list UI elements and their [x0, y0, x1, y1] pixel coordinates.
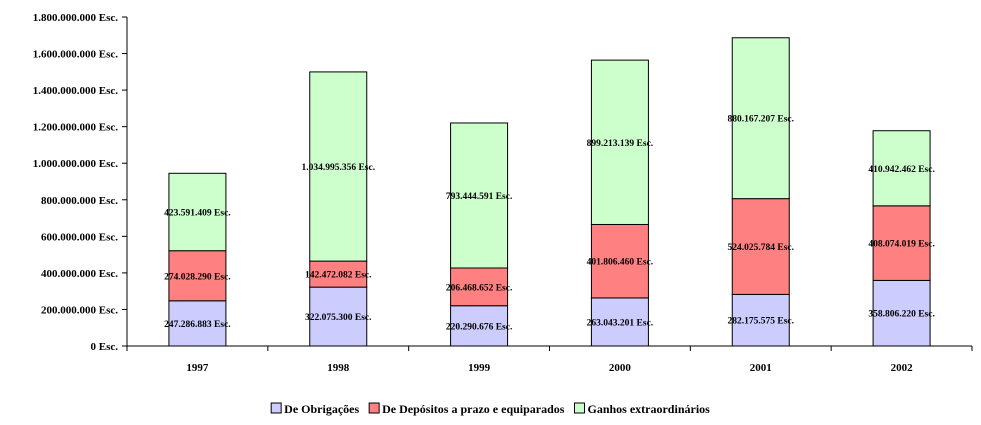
- data-label: 220.290.676 Esc.: [446, 322, 513, 332]
- y-tick-label: 800.000.000 Esc.: [41, 195, 118, 207]
- y-tick-label: 1.200.000.000 Esc.: [33, 122, 119, 134]
- data-label: 524.025.784 Esc.: [728, 243, 795, 253]
- data-labels: 247.286.883 Esc. 274.028.290 Esc. 423.591.…: [164, 115, 935, 333]
- y-tick-label: 1.800.000.000 Esc.: [33, 12, 119, 24]
- bar-segment: [590, 223, 649, 299]
- bar-segment: [872, 279, 931, 347]
- x-tick-label: 2000: [609, 362, 632, 374]
- data-label: 358.806.220 Esc.: [868, 310, 935, 320]
- bar-segment: [731, 37, 790, 200]
- bar-segment: [309, 260, 368, 288]
- bar-segment: [450, 122, 509, 269]
- x-axis: 1997 1998 1999 2000 2001 2002: [126, 345, 973, 374]
- legend-label: De Obrigações: [284, 402, 359, 416]
- bar-segment: [590, 59, 649, 225]
- legend-label: Ganhos extraordinários: [587, 402, 710, 416]
- y-tick-label: 1.000.000.000 Esc.: [33, 158, 119, 170]
- legend: De Obrigações De Depósitos a prazo e equi…: [270, 402, 710, 416]
- data-label: 793.444.591 Esc.: [446, 192, 513, 202]
- data-label: 206.468.652 Esc.: [446, 283, 513, 293]
- y-tick-label: 400.000.000 Esc.: [41, 268, 118, 280]
- y-tick-label: 200.000.000 Esc.: [41, 304, 118, 316]
- data-label: 142.472.082 Esc.: [305, 271, 372, 281]
- bar-segment: [168, 172, 227, 252]
- bar-segment: [731, 293, 790, 347]
- bar-segment: [872, 205, 931, 281]
- bar-segment: [309, 286, 368, 347]
- bar-segment: [309, 71, 368, 262]
- bar-segment: [168, 250, 227, 302]
- data-label: 410.942.462 Esc.: [868, 165, 935, 175]
- data-label: 263.043.201 Esc.: [587, 318, 654, 328]
- x-tick-label: 2001: [750, 362, 772, 374]
- bar-segment: [590, 297, 649, 347]
- data-label: 274.028.290 Esc.: [164, 272, 231, 282]
- legend-swatch: [573, 402, 585, 414]
- bar-segment: [731, 198, 790, 295]
- bar-segment: [450, 305, 509, 347]
- x-tick-label: 1998: [327, 362, 350, 374]
- y-axis: 0 Esc. 200.000.000 Esc. 400.000.000 Esc. 60…: [33, 12, 128, 353]
- data-label: 423.591.409 Esc.: [164, 209, 231, 219]
- legend-label: De Depósitos a prazo e equiparados: [382, 402, 565, 416]
- legend-swatch: [270, 402, 282, 414]
- data-label: 1.034.995.356 Esc.: [301, 163, 375, 173]
- bar-segment: [872, 130, 931, 207]
- legend-swatch: [368, 402, 380, 414]
- x-tick-label: 1997: [186, 362, 209, 374]
- data-label: 899.213.139 Esc.: [587, 139, 654, 149]
- data-label: 282.175.575 Esc.: [728, 317, 795, 327]
- data-label: 408.074.019 Esc.: [868, 240, 935, 250]
- x-tick-label: 1999: [468, 362, 491, 374]
- data-label: 401.806.460 Esc.: [587, 258, 654, 268]
- bars: [168, 37, 931, 347]
- bar-segment: [450, 267, 509, 307]
- x-tick-label: 2002: [891, 362, 914, 374]
- y-tick-label: 1.600.000.000 Esc.: [33, 49, 119, 61]
- data-label: 247.286.883 Esc.: [164, 320, 231, 330]
- data-label: 322.075.300 Esc.: [305, 313, 372, 323]
- y-tick-label: 600.000.000 Esc.: [41, 231, 118, 243]
- y-tick-label: 1.400.000.000 Esc.: [33, 85, 119, 97]
- data-label: 880.167.207 Esc.: [728, 115, 795, 125]
- y-tick-label: 0 Esc.: [91, 341, 119, 353]
